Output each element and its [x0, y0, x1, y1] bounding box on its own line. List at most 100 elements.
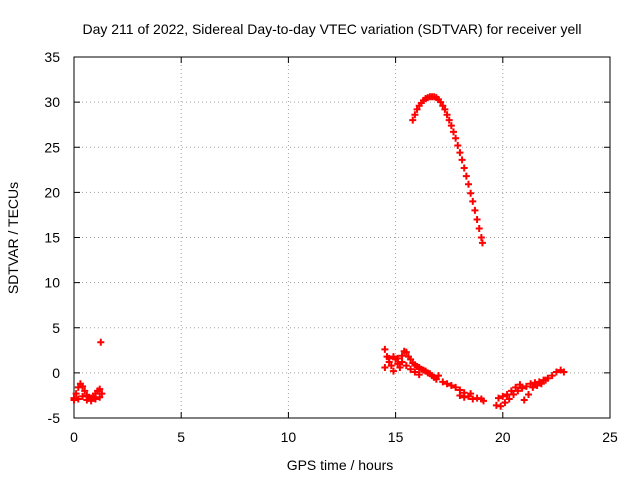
data-point — [533, 382, 541, 390]
x-axis-label: GPS time / hours — [287, 457, 394, 473]
x-tick-label: 5 — [177, 429, 185, 445]
data-point — [447, 382, 455, 390]
data-point — [381, 363, 389, 371]
data-point — [478, 239, 486, 247]
data-point — [560, 368, 568, 376]
data-point — [79, 392, 87, 400]
data-point — [394, 354, 402, 362]
data-point — [439, 102, 447, 110]
data-point — [411, 111, 419, 119]
data-point — [510, 391, 518, 399]
data-point — [381, 345, 389, 353]
data-point — [447, 122, 455, 130]
data-point — [74, 395, 82, 403]
data-point — [520, 396, 528, 404]
data-point — [507, 387, 515, 395]
data-point — [516, 381, 524, 389]
data-point — [81, 387, 89, 395]
data-point — [471, 206, 479, 214]
data-point — [441, 105, 449, 113]
data-point — [464, 180, 472, 188]
data-point — [407, 355, 415, 363]
data-point — [542, 376, 550, 384]
y-tick-label: 30 — [44, 94, 60, 110]
y-tick-label: 0 — [52, 365, 60, 381]
data-point — [495, 394, 503, 402]
data-point — [480, 397, 488, 405]
data-point — [452, 383, 460, 391]
data-point — [398, 358, 406, 366]
grid-layer — [74, 57, 610, 418]
x-tick-label: 15 — [388, 429, 404, 445]
data-point — [548, 372, 556, 380]
data-point — [462, 172, 470, 180]
data-point — [499, 392, 507, 400]
data-point — [439, 378, 447, 386]
data-point — [467, 390, 475, 398]
data-point — [402, 348, 410, 356]
data-point — [445, 116, 453, 124]
data-point — [518, 384, 526, 392]
y-tick-label: -5 — [48, 410, 61, 426]
data-point — [434, 372, 442, 380]
y-tick-label: 15 — [44, 230, 60, 246]
data-point — [411, 368, 419, 376]
data-point — [385, 354, 393, 362]
data-point — [432, 375, 440, 383]
data-point — [449, 128, 457, 136]
data-point — [497, 402, 505, 410]
data-point — [87, 397, 95, 405]
marks-layer — [70, 93, 568, 410]
data-point — [512, 383, 520, 391]
data-point — [469, 197, 477, 205]
data-point — [409, 116, 417, 124]
y-tick-label: 20 — [44, 184, 60, 200]
data-point — [443, 111, 451, 119]
data-point — [387, 362, 395, 370]
data-point — [402, 362, 410, 370]
data-point — [454, 141, 462, 149]
y-tick-label: 5 — [52, 320, 60, 336]
data-point — [79, 382, 87, 390]
data-point — [389, 367, 397, 375]
data-point — [475, 224, 483, 232]
x-tick-label: 25 — [602, 429, 618, 445]
x-tick-label: 20 — [495, 429, 511, 445]
tick-layer: 0 5 10 15 20 25 -5 0 5 10 15 20 25 30 35 — [44, 49, 618, 445]
data-point — [460, 164, 468, 172]
data-point — [97, 338, 105, 346]
data-point — [91, 395, 99, 403]
data-point — [537, 380, 545, 388]
y-tick-label: 35 — [44, 49, 60, 65]
chart-title: Day 211 of 2022, Sidereal Day-to-day VTE… — [82, 21, 581, 37]
x-tick-label: 0 — [70, 429, 78, 445]
data-point — [96, 385, 104, 393]
data-point — [72, 390, 80, 398]
data-point — [514, 387, 522, 395]
y-axis-label: SDTVAR / TECUs — [5, 182, 21, 294]
data-point — [96, 393, 104, 401]
data-point — [467, 189, 475, 197]
data-point — [413, 105, 421, 113]
data-point — [458, 156, 466, 164]
data-point — [525, 391, 533, 399]
data-point — [552, 368, 560, 376]
data-point — [389, 353, 397, 361]
data-point — [98, 390, 106, 398]
data-point — [437, 98, 445, 106]
data-point — [456, 391, 464, 399]
data-point — [407, 365, 415, 373]
data-point — [501, 399, 509, 407]
data-point — [505, 395, 513, 403]
data-point — [529, 383, 537, 391]
data-point — [415, 371, 423, 379]
data-point — [473, 215, 481, 223]
data-point — [503, 391, 511, 399]
data-point — [398, 352, 406, 360]
data-point — [460, 393, 468, 401]
y-tick-label: 10 — [44, 275, 60, 291]
data-point — [477, 234, 485, 241]
data-point — [443, 380, 451, 388]
data-point — [452, 134, 460, 142]
